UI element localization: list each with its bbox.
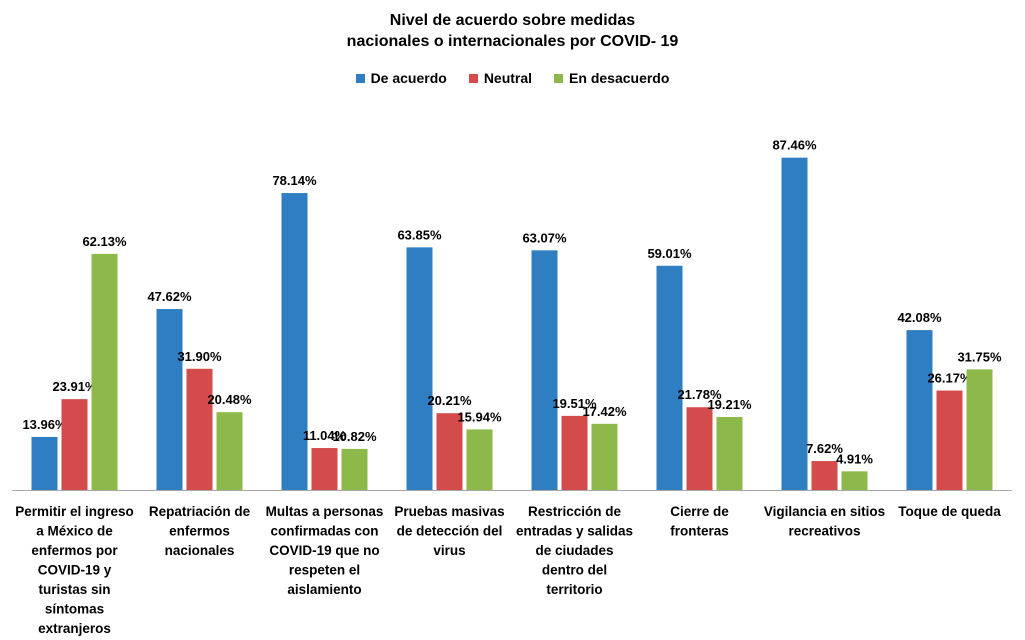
x-tick-label-8-line-1: Toque de queda xyxy=(898,504,1001,519)
data-label-neutral-5: 19.51% xyxy=(552,396,597,411)
bar-en-desacuerdo-2 xyxy=(216,412,243,490)
bar-neutral-6 xyxy=(686,407,713,490)
x-tick-label-4-line-1: Pruebas masivas xyxy=(394,504,504,519)
bar-en-desacuerdo-1 xyxy=(91,253,118,490)
bar-neutral-4 xyxy=(436,413,463,490)
data-label-en-desacuerdo-2: 20.48% xyxy=(207,392,252,407)
legend-swatch-en-desacuerdo xyxy=(554,73,564,83)
data-label-de-acuerdo-8: 42.08% xyxy=(897,310,942,325)
x-tick-label-2-line-2: enfermos xyxy=(169,524,230,539)
data-label-en-desacuerdo-5: 17.42% xyxy=(582,404,627,419)
x-tick-label-1-line-5: turistas sin xyxy=(38,582,110,597)
data-label-en-desacuerdo-4: 15.94% xyxy=(457,409,502,424)
data-label-en-desacuerdo-7: 4.91% xyxy=(836,451,873,466)
bar-neutral-8 xyxy=(936,390,963,490)
data-label-de-acuerdo-4: 63.85% xyxy=(397,227,442,242)
legend-swatch-de-acuerdo xyxy=(355,73,365,83)
bar-neutral-1 xyxy=(61,399,88,490)
data-label-de-acuerdo-3: 78.14% xyxy=(272,173,317,188)
data-label-de-acuerdo-7: 87.46% xyxy=(772,138,817,153)
bar-en-desacuerdo-3 xyxy=(341,448,368,490)
chart-legend: De acuerdo Neutral En desacuerdo xyxy=(0,70,1025,86)
x-tick-label-6-line-2: fronteras xyxy=(670,524,729,539)
x-tick-label-3-line-4: respeten el xyxy=(289,563,360,578)
chart-title-line-1: Nivel de acuerdo sobre medidas xyxy=(389,12,636,29)
x-tick-label-1-line-6: síntomas xyxy=(45,602,104,617)
x-tick-label-4-line-2: de detección del xyxy=(397,524,503,539)
data-label-en-desacuerdo-1: 62.13% xyxy=(82,234,127,249)
chart-title-line-2: nacionales o internacionales por COVID- … xyxy=(346,33,679,50)
bar-en-desacuerdo-7 xyxy=(841,471,868,490)
data-label-neutral-7: 7.62% xyxy=(806,441,843,456)
bar-en-desacuerdo-5 xyxy=(591,423,618,490)
data-label-neutral-1: 23.91% xyxy=(52,379,97,394)
x-tick-label-5-line-4: dentro del xyxy=(542,563,607,578)
legend-swatch-neutral xyxy=(468,73,478,83)
legend-item-de-acuerdo: De acuerdo xyxy=(355,70,447,86)
x-tick-label-3-line-3: COVID-19 que no xyxy=(269,543,379,558)
bar-neutral-7 xyxy=(811,461,838,490)
x-tick-label-3-line-5: aislamiento xyxy=(287,582,361,597)
data-label-neutral-4: 20.21% xyxy=(427,393,472,408)
data-label-neutral-2: 31.90% xyxy=(177,349,222,364)
legend-label-neutral: Neutral xyxy=(483,70,533,86)
bar-neutral-3 xyxy=(311,448,338,490)
x-tick-label-7-line-1: Vigilancia en sitios xyxy=(764,504,885,519)
legend-label-de-acuerdo: De acuerdo xyxy=(370,70,447,86)
bar-de-acuerdo-6 xyxy=(656,265,683,490)
legend-item-en-desacuerdo: En desacuerdo xyxy=(554,70,669,86)
bar-de-acuerdo-7 xyxy=(781,157,808,491)
x-tick-label-1-line-7: extranjeros xyxy=(38,621,111,636)
bar-de-acuerdo-1 xyxy=(31,436,58,490)
x-tick-label-1-line-4: COVID-19 y xyxy=(38,563,112,578)
x-tick-label-5-line-1: Restricción de xyxy=(528,504,622,519)
bar-neutral-5 xyxy=(561,415,588,490)
data-label-en-desacuerdo-3: 10.82% xyxy=(332,429,377,444)
x-tick-label-2-line-1: Repatriación de xyxy=(149,504,251,519)
data-label-de-acuerdo-6: 59.01% xyxy=(647,246,692,261)
x-tick-label-5-line-3: de ciudades xyxy=(535,543,613,558)
data-label-en-desacuerdo-6: 19.21% xyxy=(707,397,752,412)
bar-en-desacuerdo-4 xyxy=(466,429,493,490)
x-tick-label-7-line-2: recreativos xyxy=(788,524,860,539)
bar-de-acuerdo-2 xyxy=(156,309,183,490)
x-tick-label-5-line-5: territorio xyxy=(546,582,602,597)
chart-title: Nivel de acuerdo sobre medidas nacionale… xyxy=(0,10,1025,52)
bar-en-desacuerdo-6 xyxy=(716,417,743,490)
data-label-en-desacuerdo-8: 31.75% xyxy=(957,349,1002,364)
x-tick-label-3-line-2: confirmadas con xyxy=(270,524,378,539)
legend-item-neutral: Neutral xyxy=(468,70,533,86)
x-tick-label-3-line-1: Multas a personas xyxy=(266,504,384,519)
x-tick-label-5-line-2: entradas y salidas xyxy=(516,524,633,539)
data-label-de-acuerdo-2: 47.62% xyxy=(147,289,192,304)
x-tick-label-2-line-3: nacionales xyxy=(165,543,235,558)
bar-de-acuerdo-3 xyxy=(281,193,308,490)
data-label-neutral-8: 26.17% xyxy=(927,371,972,386)
bar-neutral-2 xyxy=(186,368,213,490)
legend-label-en-desacuerdo: En desacuerdo xyxy=(569,70,670,86)
x-tick-label-6-line-1: Cierre de xyxy=(670,504,729,519)
x-tick-label-1-line-3: enfermos por xyxy=(31,543,118,558)
bar-en-desacuerdo-8 xyxy=(966,369,993,490)
data-label-neutral-6: 21.78% xyxy=(677,387,722,402)
bar-de-acuerdo-4 xyxy=(406,247,433,490)
x-tick-label-1-line-1: Permitir el ingreso xyxy=(15,504,134,519)
x-tick-label-1-line-2: a México de xyxy=(36,524,113,539)
data-label-de-acuerdo-5: 63.07% xyxy=(522,230,567,245)
data-label-neutral-3: 11.04% xyxy=(303,428,347,443)
bar-de-acuerdo-8 xyxy=(906,330,933,490)
x-tick-label-4-line-3: virus xyxy=(433,543,465,558)
data-label-de-acuerdo-1: 13.96% xyxy=(22,417,67,432)
bar-de-acuerdo-5 xyxy=(531,250,558,490)
